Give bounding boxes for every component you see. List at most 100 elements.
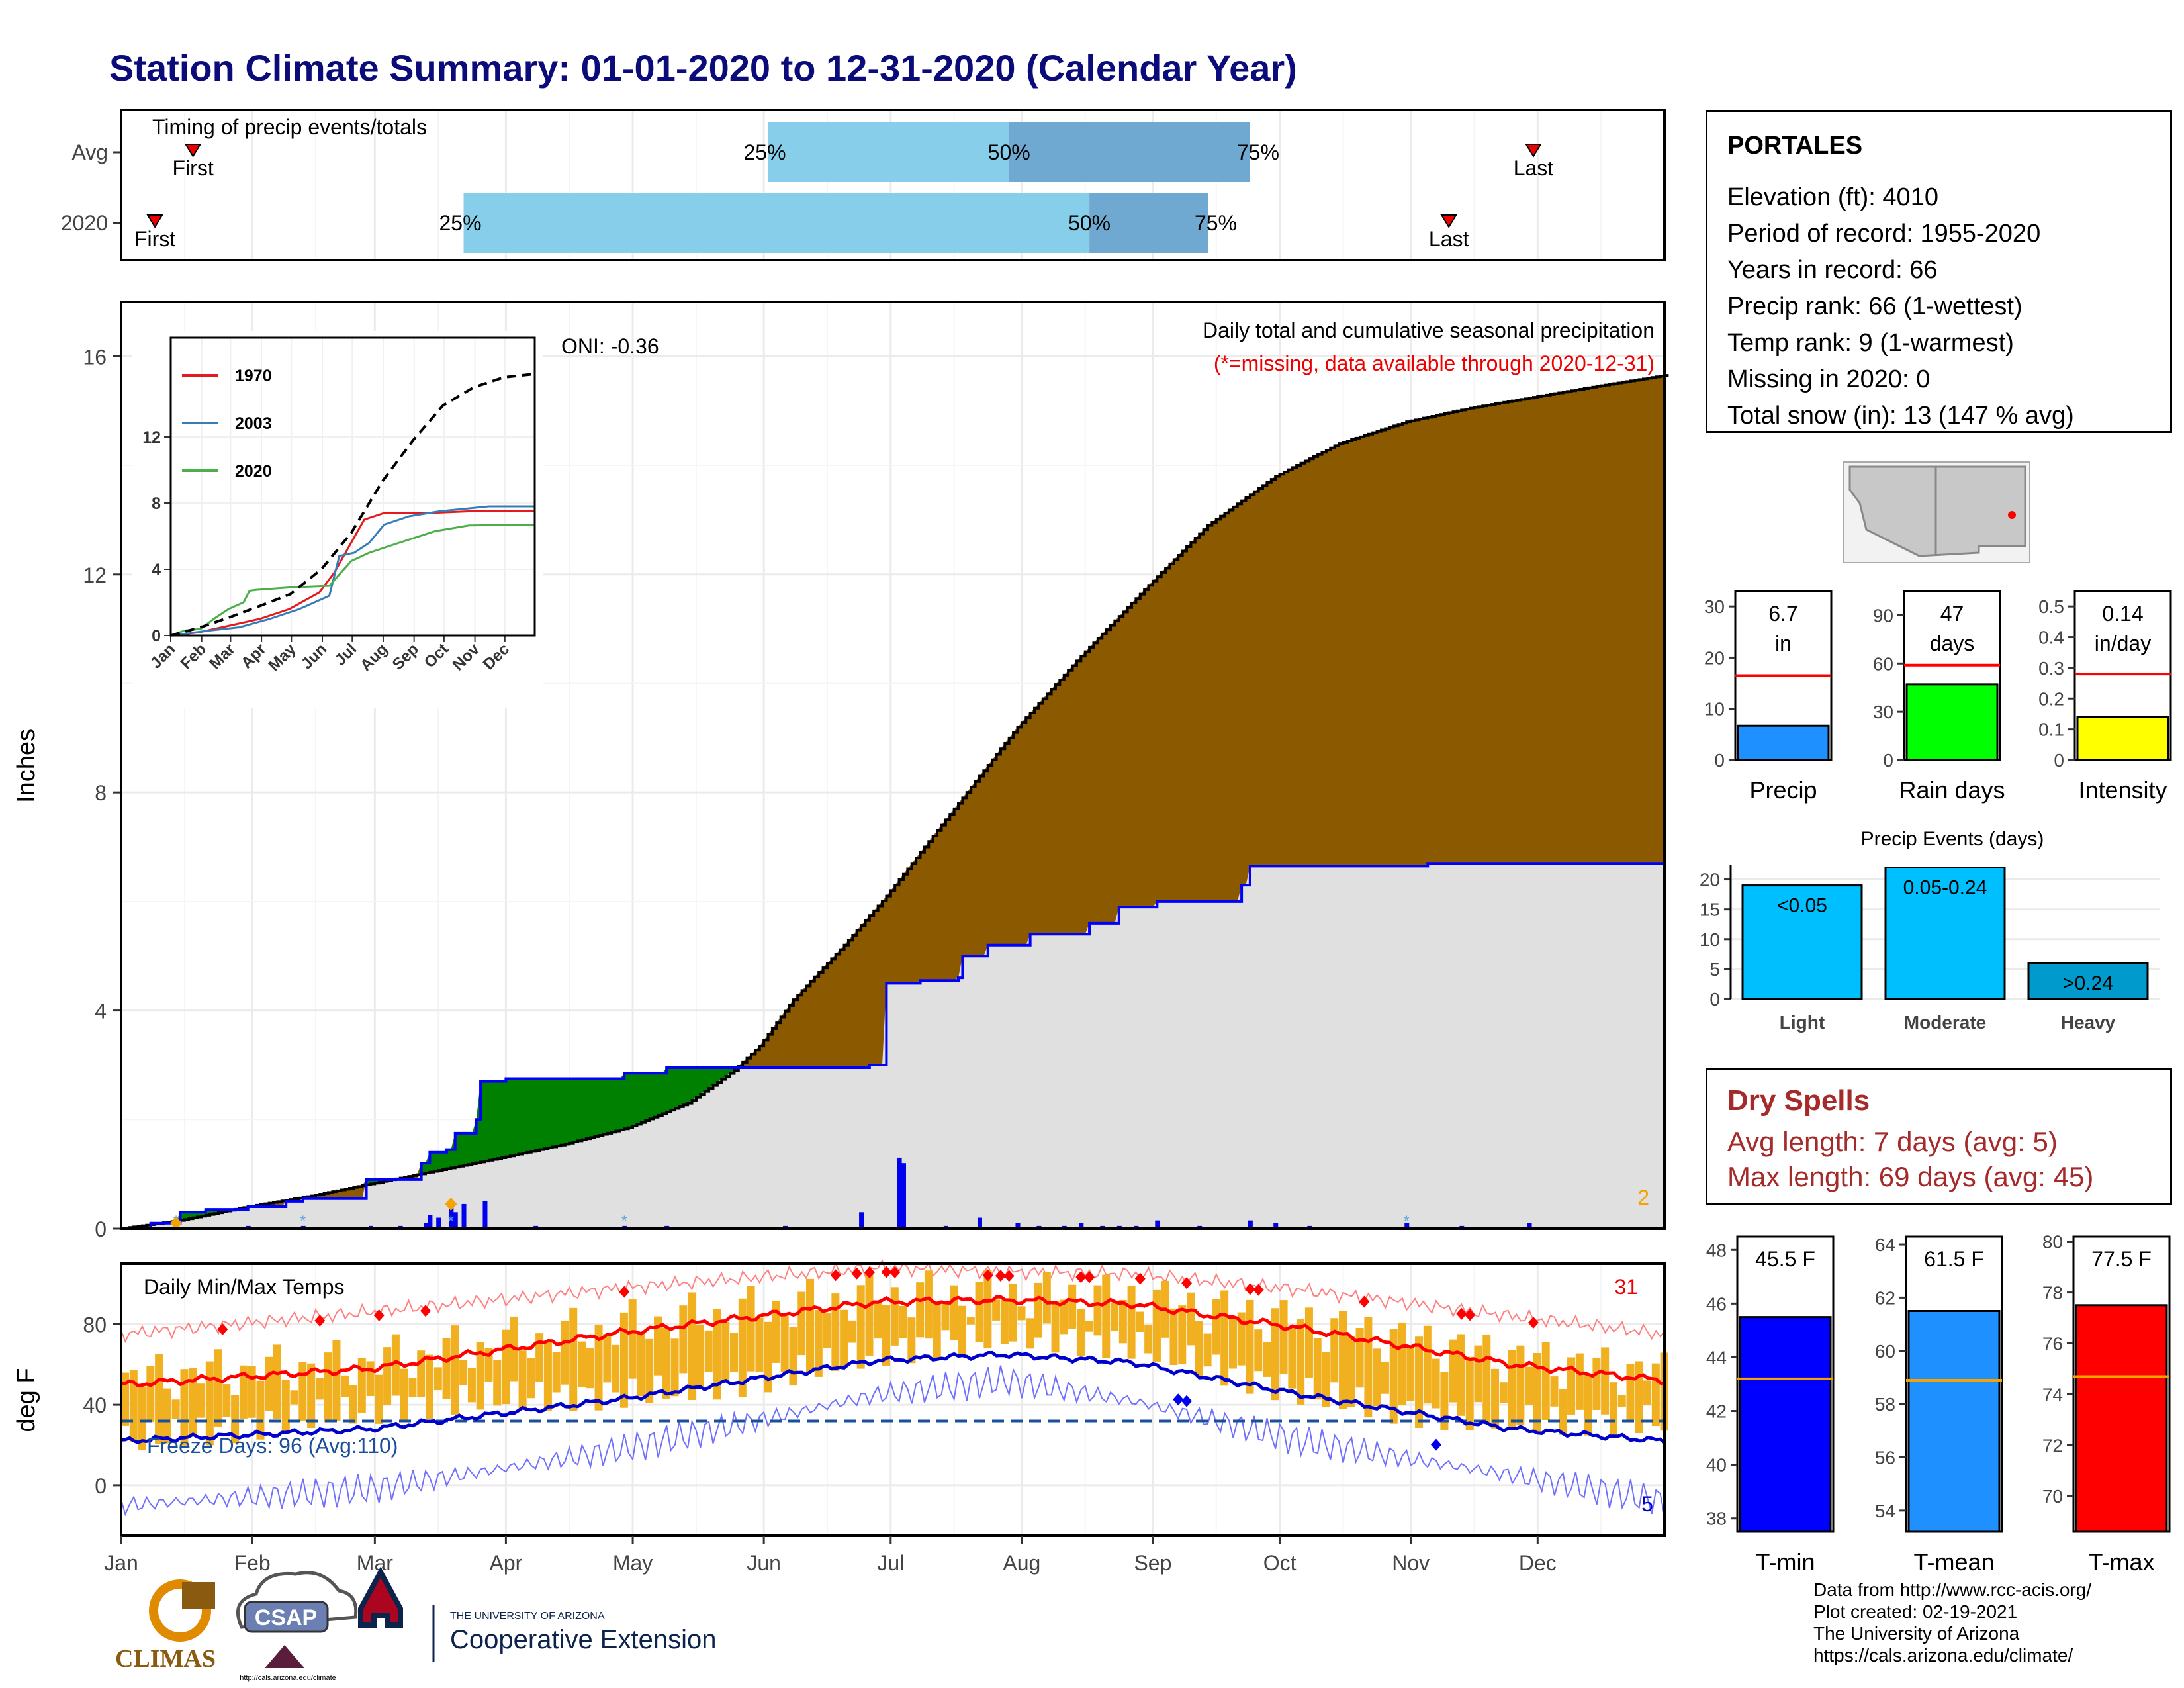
- temperature-chart: Daily Min/Max Temps Freeze Days: 96 (Avg:…: [13, 1259, 1668, 1575]
- daily-temp-bar: [1034, 1282, 1043, 1338]
- daily-temp-bar: [1279, 1300, 1288, 1374]
- csap-logo-badge: [244, 1601, 329, 1633]
- daily-temp-bar: [349, 1385, 358, 1424]
- daily-precip-bar: [897, 1157, 902, 1229]
- event-bar-label: 0.05-0.24: [1903, 877, 1987, 899]
- daily-temp-bar: [1373, 1348, 1381, 1407]
- y-tick-label: 70: [2042, 1486, 2063, 1507]
- quartile-bar-50-75: [1009, 122, 1250, 182]
- daily-precip-bar: [1459, 1225, 1465, 1229]
- quartile-bar-25-50: [768, 122, 1009, 182]
- daily-temp-bar: [628, 1299, 637, 1379]
- daily-temp-bar: [696, 1325, 704, 1389]
- daily-temp-bar: [1051, 1301, 1060, 1353]
- credit-line: https://cals.arizona.edu/climate/: [1813, 1645, 2073, 1665]
- climas-logo-mark: [182, 1582, 215, 1609]
- daily-temp-bar: [1339, 1311, 1347, 1409]
- record-low-marker: [1430, 1438, 1441, 1451]
- q75-label: 75%: [1237, 140, 1279, 164]
- daily-precip-bar: [1015, 1223, 1021, 1229]
- credit-line: Data from http://www.rcc-acis.org/: [1813, 1579, 2092, 1600]
- daily-precip-bar: [482, 1201, 488, 1229]
- daily-temp-bar: [1525, 1366, 1533, 1405]
- daily-precip-bar: [859, 1212, 864, 1229]
- daily-precip-bar: [436, 1217, 441, 1229]
- event-marker: [1525, 144, 1542, 158]
- daily-temp-bar: [806, 1278, 815, 1372]
- value-label: 45.5 F: [1755, 1247, 1815, 1271]
- y-tick-label: 2020: [61, 211, 108, 235]
- oni-annotation: ONI: -0.36: [561, 334, 659, 358]
- climas-logo-text: CLIMAS: [115, 1645, 216, 1673]
- logos: CLIMAS CSAP http://cals.arizona.edu/climat…: [115, 1566, 716, 1682]
- daily-precip-bar: [1273, 1223, 1279, 1229]
- y-tick-label: 58: [1875, 1394, 1895, 1415]
- daily-temp-bar: [197, 1383, 206, 1418]
- csap-logo-text: CSAP: [255, 1605, 317, 1630]
- daily-temp-bar: [1389, 1329, 1398, 1424]
- daily-precip-bar: [449, 1207, 454, 1229]
- daily-temp-bar: [840, 1309, 848, 1367]
- record-marker: [445, 1197, 457, 1211]
- daily-precip-bar: [1116, 1225, 1122, 1229]
- daily-temp-bar: [679, 1305, 688, 1374]
- snow-marker: *: [621, 1213, 627, 1229]
- daily-temp-bar: [1609, 1382, 1617, 1435]
- record-high-marker: [889, 1266, 901, 1278]
- record-high-marker: [1003, 1270, 1015, 1282]
- daily-temp-bar: [256, 1380, 265, 1440]
- daily-temp-bar: [1254, 1329, 1263, 1372]
- daily-temp-bar: [1195, 1320, 1203, 1376]
- record-low-count: 5: [1641, 1492, 1653, 1516]
- daily-temp-bar: [856, 1285, 865, 1369]
- daily-temp-bar: [1575, 1353, 1584, 1410]
- station-line: Total snow (in): 13 (147 % avg): [1727, 402, 2074, 430]
- value-label: in/day: [2095, 632, 2151, 655]
- daily-temp-bar: [1601, 1347, 1610, 1415]
- daily-temp-bar: [239, 1365, 248, 1419]
- daily-temp-bar: [670, 1338, 679, 1397]
- daily-precip-bar: [1062, 1225, 1067, 1229]
- daily-temp-bar: [975, 1282, 983, 1342]
- y-tick-label: 56: [1875, 1447, 1895, 1468]
- daily-temp-bar: [1559, 1389, 1567, 1435]
- daily-temp-bar: [688, 1292, 696, 1400]
- daily-temp-bar: [780, 1315, 789, 1372]
- daily-precip-bar: [1079, 1223, 1084, 1229]
- daily-temp-bar: [476, 1342, 484, 1410]
- daily-temp-bar: [273, 1344, 282, 1419]
- daily-temp-bar: [1220, 1290, 1229, 1386]
- y-axis-label: deg F: [13, 1368, 40, 1432]
- y-tick-label: 20: [1700, 870, 1720, 890]
- ua-logo-small-text: THE UNIVERSITY OF ARIZONA: [450, 1611, 605, 1622]
- daily-temp-bar: [1635, 1361, 1643, 1434]
- value-label: 77.5 F: [2091, 1247, 2152, 1271]
- daily-precip-bar: [664, 1225, 670, 1229]
- daily-temp-bar: [662, 1327, 670, 1399]
- quartile-bar-50-75: [1089, 193, 1208, 253]
- daily-temp-bar: [899, 1305, 907, 1338]
- q25-label: 25%: [743, 140, 786, 164]
- summary-bar: [2075, 1304, 2168, 1533]
- daily-temp-bar: [612, 1344, 620, 1393]
- category-label: Light: [1780, 1012, 1825, 1033]
- daily-temp-bar: [1017, 1306, 1026, 1321]
- event-marker-label: First: [134, 227, 175, 251]
- summary-bar: [1907, 1310, 2001, 1533]
- daily-temp-bar: [1068, 1284, 1077, 1329]
- y-tick-label: 15: [1700, 900, 1720, 920]
- daily-precip-bar: [1307, 1225, 1312, 1229]
- x-tick-label: Mar: [357, 1551, 393, 1575]
- daily-precip-bar: [461, 1203, 467, 1229]
- station-location-marker: [2008, 511, 2016, 519]
- panel-label: Timing of precip events/totals: [152, 115, 427, 139]
- y-axis-label: Inches: [13, 729, 40, 803]
- daily-temp-bar: [1482, 1335, 1491, 1423]
- daily-temp-bar: [1228, 1317, 1237, 1369]
- record-high-marker: [373, 1309, 385, 1321]
- daily-temp-bar: [1626, 1364, 1635, 1420]
- y-tick-label: 0: [2054, 750, 2064, 771]
- daily-temp-bar: [1550, 1376, 1559, 1407]
